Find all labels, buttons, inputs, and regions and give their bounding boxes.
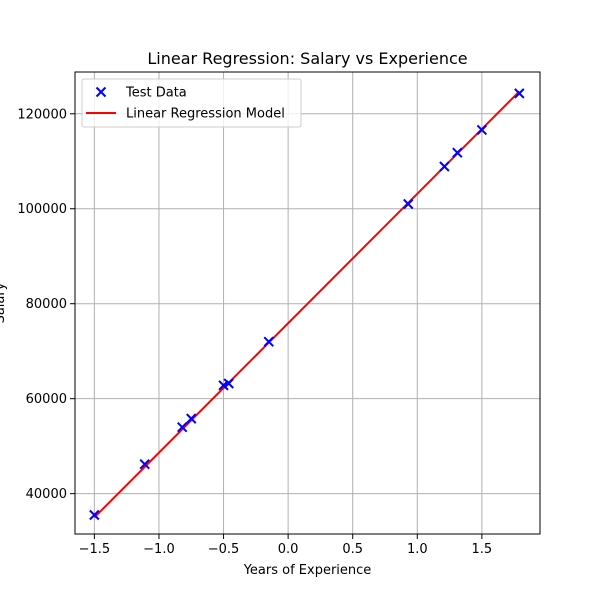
- scatter-point: [139, 458, 150, 470]
- x-tick-label: 0.5: [342, 542, 363, 557]
- scatter-point: [263, 336, 274, 347]
- plot-frame: [74, 71, 541, 535]
- scatter-point: [452, 147, 463, 158]
- x-tick-label: 1.0: [407, 542, 428, 557]
- y-axis-label: Salary: [0, 282, 8, 323]
- legend-label-regression-model: Linear Regression Model: [126, 107, 285, 122]
- y-tick-label: 100000: [17, 202, 67, 217]
- y-axis-ticks: 40000 60000 80000 100000 120000: [17, 107, 75, 502]
- x-axis-ticks: −1.5 −1.0 −0.5 0.0 0.5 1.0 1.5: [79, 534, 493, 557]
- x-tick-label: −0.5: [208, 542, 240, 557]
- scatter-point: [177, 421, 188, 433]
- scatter-point: [514, 88, 525, 99]
- x-tick-label: −1.0: [143, 542, 175, 557]
- legend-box: [81, 78, 302, 128]
- scatter-point: [439, 161, 450, 172]
- y-tick-label: 80000: [26, 297, 67, 312]
- y-tick-label: 40000: [26, 487, 67, 502]
- legend-marker-test-data: [95, 86, 107, 98]
- legend-x-marker: [95, 86, 107, 98]
- x-tick-label: 1.5: [472, 542, 493, 557]
- legend: Test Data Linear Regression Model: [81, 78, 302, 128]
- y-tick-label: 120000: [17, 107, 67, 122]
- scatter-point: [403, 198, 414, 210]
- y-tick-label: 60000: [26, 392, 67, 407]
- scatter-point: [186, 413, 197, 424]
- x-tick-label: −1.5: [79, 542, 111, 557]
- legend-label-test-data: Test Data: [125, 86, 187, 101]
- scatter-point: [89, 509, 100, 521]
- x-axis-label: Years of Experience: [243, 563, 372, 578]
- scatter-point: [476, 124, 488, 136]
- chart-title: Linear Regression: Salary vs Experience: [147, 49, 467, 68]
- x-tick-label: 0.0: [278, 542, 299, 557]
- scatter-points-layer: [89, 88, 525, 521]
- scatter-point: [223, 378, 234, 389]
